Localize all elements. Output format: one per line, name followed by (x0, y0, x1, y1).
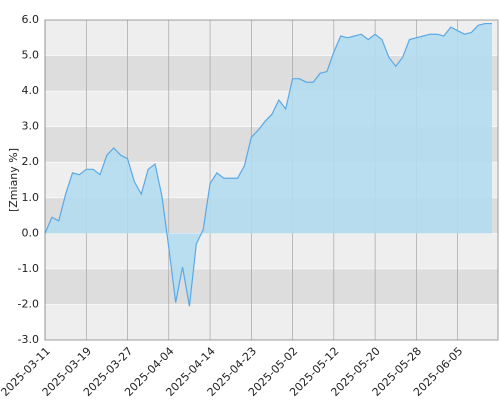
y-tick-label: 2.0 (22, 155, 40, 168)
area (45, 23, 492, 307)
y-tick-label: 6.0 (22, 13, 40, 26)
y-tick-label: 5.0 (22, 49, 40, 62)
line (44, 22, 492, 307)
y-tick-label: 0.0 (22, 226, 40, 239)
y-tick-label: 1.0 (22, 191, 40, 204)
y-tick-label: 3.0 (22, 120, 40, 133)
plot-border (44, 19, 499, 341)
y-tick-label: -3.0 (18, 333, 39, 346)
band (45, 268, 498, 305)
y-axis-label: [Zmiany %] (7, 148, 20, 212)
y-tick-label: 4.0 (22, 84, 40, 97)
y-tick-label: -2.0 (18, 297, 39, 310)
y-tick-label: -1.0 (18, 262, 39, 275)
